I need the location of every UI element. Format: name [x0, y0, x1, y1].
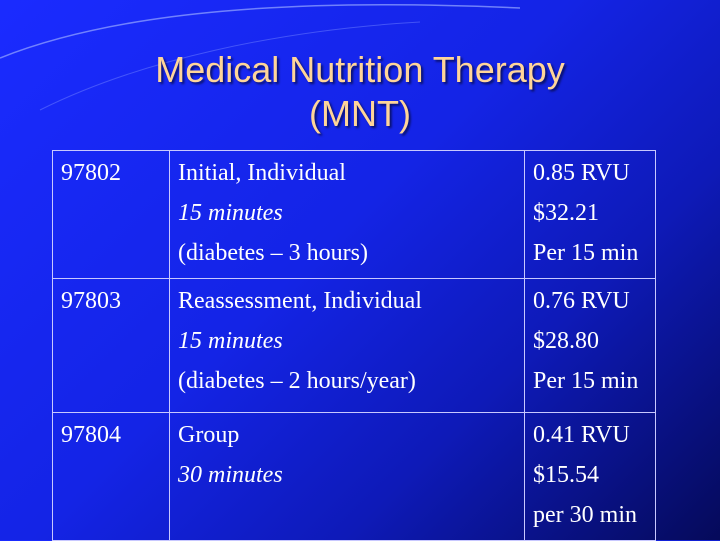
- description-cell: Reassessment, Individual 15 minutes (dia…: [169, 278, 525, 413]
- cpt-code-cell: 97804: [52, 412, 170, 541]
- rvu-value: 0.41 RVU: [533, 422, 630, 448]
- service-duration: 15 minutes: [178, 200, 283, 226]
- billing-unit: Per 15 min: [533, 240, 639, 266]
- table-row: 97804 Group 30 minutes 0.41 RVU $15.54 p…: [52, 412, 656, 541]
- service-note: (diabetes – 3 hours): [178, 240, 368, 266]
- table-row: 97802 Initial, Individual 15 minutes (di…: [52, 150, 656, 279]
- price-value: $32.21: [533, 200, 599, 226]
- rate-cell: 0.41 RVU $15.54 per 30 min: [524, 412, 656, 541]
- price-value: $28.80: [533, 328, 599, 354]
- price-value: $15.54: [533, 462, 599, 488]
- cpt-code-cell: 97803: [52, 278, 170, 413]
- slide-title-line-2: (MNT): [309, 93, 411, 134]
- rvu-value: 0.85 RVU: [533, 160, 630, 186]
- service-duration: 30 minutes: [178, 462, 283, 488]
- table-row: 97803 Reassessment, Individual 15 minute…: [52, 278, 656, 413]
- cpt-code-cell: 97802: [52, 150, 170, 279]
- service-note: (diabetes – 2 hours/year): [178, 368, 416, 394]
- slide-title-line-1: Medical Nutrition Therapy: [155, 49, 565, 90]
- service-name: Initial, Individual: [178, 160, 346, 186]
- slide-title: Medical Nutrition Therapy (MNT): [0, 48, 720, 136]
- billing-unit: Per 15 min: [533, 368, 639, 394]
- service-name: Reassessment, Individual: [178, 288, 422, 314]
- rate-cell: 0.76 RVU $28.80 Per 15 min: [524, 278, 656, 413]
- rvu-value: 0.76 RVU: [533, 288, 630, 314]
- mnt-codes-table: 97802 Initial, Individual 15 minutes (di…: [52, 150, 656, 541]
- billing-unit: per 30 min: [533, 502, 637, 528]
- description-cell: Group 30 minutes: [169, 412, 525, 541]
- service-duration: 15 minutes: [178, 328, 283, 354]
- service-name: Group: [178, 422, 240, 448]
- description-cell: Initial, Individual 15 minutes (diabetes…: [169, 150, 525, 279]
- rate-cell: 0.85 RVU $32.21 Per 15 min: [524, 150, 656, 279]
